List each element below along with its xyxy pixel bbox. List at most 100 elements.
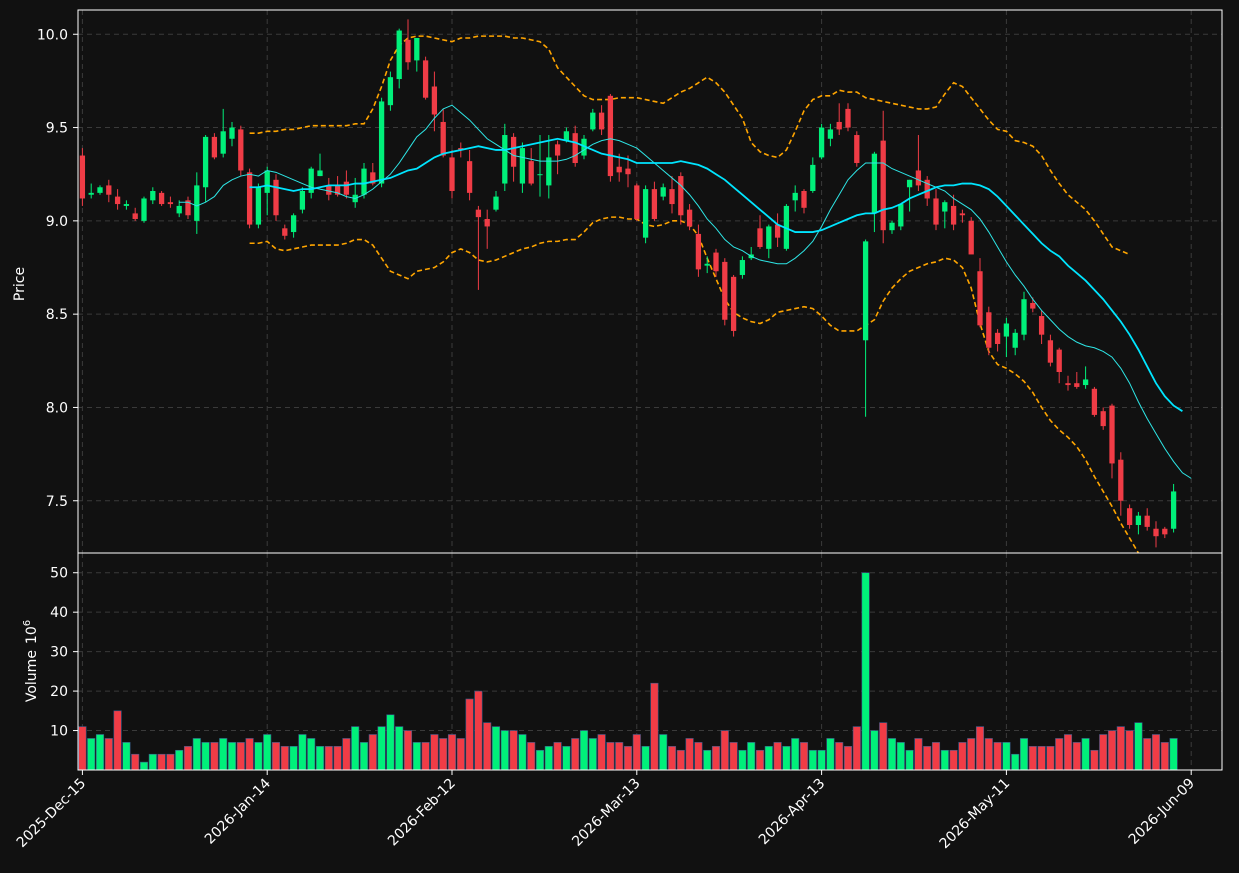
candle-body bbox=[739, 260, 746, 275]
candle-body bbox=[458, 148, 464, 150]
volume-bar bbox=[799, 742, 809, 771]
candle-body bbox=[792, 192, 798, 201]
volume-bar bbox=[368, 734, 377, 771]
candle-body bbox=[924, 179, 930, 199]
volume-tick-label: 30 bbox=[50, 645, 68, 661]
volume-bar bbox=[1107, 730, 1117, 771]
candle-body bbox=[466, 161, 473, 193]
candle-body bbox=[704, 263, 710, 266]
volume-bar bbox=[949, 749, 958, 771]
bollinger-bands bbox=[249, 35, 1140, 553]
candle-body bbox=[308, 168, 314, 193]
candle-body bbox=[334, 185, 341, 195]
volume-bar bbox=[280, 746, 289, 771]
candle-body bbox=[871, 153, 878, 214]
candle-body bbox=[854, 135, 860, 164]
candle-body bbox=[1056, 349, 1062, 372]
volume-bar bbox=[1134, 722, 1143, 771]
volume-bar bbox=[1028, 746, 1037, 771]
volume-bar bbox=[386, 714, 395, 771]
candle-body bbox=[686, 209, 693, 227]
volume-bar bbox=[958, 742, 967, 771]
volume-bar bbox=[1143, 738, 1152, 771]
volume-bar bbox=[333, 746, 342, 771]
volume-bar bbox=[377, 726, 386, 771]
candle-body bbox=[378, 101, 385, 184]
volume-axis-label-text: Volume bbox=[24, 650, 40, 702]
candle-body bbox=[651, 189, 658, 219]
volume-bar bbox=[826, 738, 835, 771]
volume-bar bbox=[791, 738, 800, 771]
candle-body bbox=[1030, 302, 1036, 309]
volume-bar bbox=[659, 734, 668, 771]
volume-bar bbox=[984, 738, 993, 771]
volume-bar bbox=[227, 742, 237, 771]
volume-bar bbox=[711, 746, 721, 771]
candle-body bbox=[519, 148, 526, 184]
candle-body bbox=[678, 176, 684, 216]
volume-bar bbox=[245, 738, 254, 771]
bollinger-upper-line bbox=[249, 35, 1130, 256]
candle-body bbox=[185, 200, 191, 216]
candle-body bbox=[141, 198, 147, 221]
volume-bar bbox=[439, 738, 448, 771]
bollinger-lower-line bbox=[249, 216, 1140, 553]
volume-bar bbox=[579, 730, 589, 771]
candle-body bbox=[607, 95, 614, 177]
candle-body bbox=[554, 144, 561, 156]
volume-axis-label-base: 10 bbox=[24, 626, 40, 644]
candle-body bbox=[986, 312, 992, 348]
volume-y-axis: 10 20 30 40 50 bbox=[50, 566, 78, 740]
candle-body bbox=[387, 77, 394, 106]
volume-bar bbox=[1046, 746, 1055, 771]
volume-bar bbox=[104, 738, 113, 771]
volume-bar bbox=[1019, 738, 1029, 771]
volume-bar bbox=[403, 730, 413, 771]
volume-bar bbox=[351, 726, 360, 771]
candle-body bbox=[836, 121, 842, 130]
volume-bar bbox=[271, 742, 281, 771]
candle-body bbox=[343, 181, 350, 195]
volume-axis-label-exponent: 6 bbox=[22, 620, 33, 626]
candle-body bbox=[722, 261, 728, 320]
price-tick-label: 9.5 bbox=[46, 121, 68, 137]
volume-bar bbox=[755, 749, 765, 771]
candle-body bbox=[1082, 379, 1089, 386]
volume-bar bbox=[263, 734, 272, 771]
volume-bar bbox=[1011, 753, 1020, 771]
candle-body bbox=[484, 218, 490, 227]
volume-bar bbox=[192, 738, 201, 771]
candle-body bbox=[757, 228, 763, 247]
volume-bar bbox=[808, 749, 817, 771]
volume-bar bbox=[694, 742, 703, 771]
volume-bar bbox=[535, 749, 545, 771]
candle-body bbox=[1003, 323, 1010, 337]
candle-body bbox=[810, 164, 816, 191]
volume-bar bbox=[852, 726, 861, 771]
candle-body bbox=[475, 209, 482, 218]
volume-bar bbox=[782, 746, 791, 771]
candle-body bbox=[942, 202, 948, 212]
volume-bar bbox=[967, 738, 976, 771]
volume-bar bbox=[667, 746, 677, 771]
candle-body bbox=[317, 170, 323, 177]
volume-bar bbox=[773, 742, 782, 771]
candle-body bbox=[766, 226, 772, 249]
volume-bar bbox=[175, 749, 184, 771]
candle-body bbox=[827, 129, 834, 139]
candle-body bbox=[625, 168, 631, 175]
volume-bar bbox=[483, 722, 492, 771]
volume-bar bbox=[896, 742, 905, 771]
candle-body bbox=[590, 112, 596, 130]
volume-bar bbox=[940, 749, 949, 771]
candle-body bbox=[572, 133, 578, 164]
candle-body bbox=[150, 191, 156, 201]
candle-body bbox=[422, 60, 429, 98]
volume-bar bbox=[685, 738, 694, 771]
candle-body bbox=[598, 112, 605, 130]
volume-bar bbox=[421, 742, 430, 771]
candle-body bbox=[106, 185, 112, 195]
volume-bar bbox=[1160, 742, 1169, 771]
candle-body bbox=[933, 198, 939, 225]
